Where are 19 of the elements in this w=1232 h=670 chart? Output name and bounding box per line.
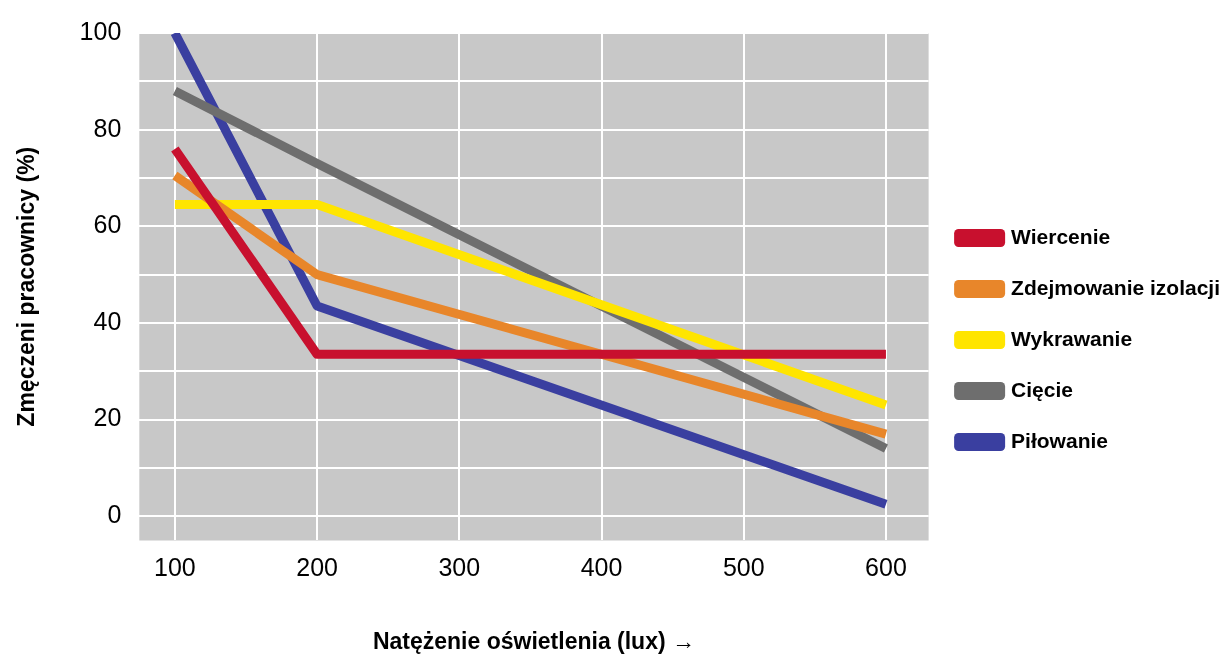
x-axis-title: Natężenie oświetlenia (lux) → — [372, 627, 696, 654]
legend-label: Wiercenie — [1011, 224, 1111, 248]
legend-label: Zdejmowanie izolacji — [1011, 275, 1221, 299]
y-tick-label: 20 — [93, 403, 122, 432]
x-tick-label: 300 — [438, 553, 481, 582]
x-tick-label: 100 — [154, 553, 196, 582]
x-tick-label: 600 — [865, 553, 907, 582]
legend-label: Wykrawanie — [1011, 326, 1133, 350]
y-tick-label: 80 — [93, 113, 122, 142]
legend-label: Piłowanie — [1011, 428, 1108, 452]
x-tick-label: 200 — [296, 553, 338, 582]
y-axis-title: Zmęczeni pracownicy (%) — [13, 146, 40, 427]
y-tick-label: 40 — [93, 306, 122, 335]
legend-label: Cięcie — [1011, 377, 1073, 401]
x-tick-label: 400 — [580, 553, 623, 582]
y-tick-label: 100 — [79, 16, 122, 45]
x-tick-label: 500 — [722, 553, 765, 582]
y-tick-label: 0 — [107, 500, 122, 529]
y-tick-label: 60 — [93, 210, 122, 239]
